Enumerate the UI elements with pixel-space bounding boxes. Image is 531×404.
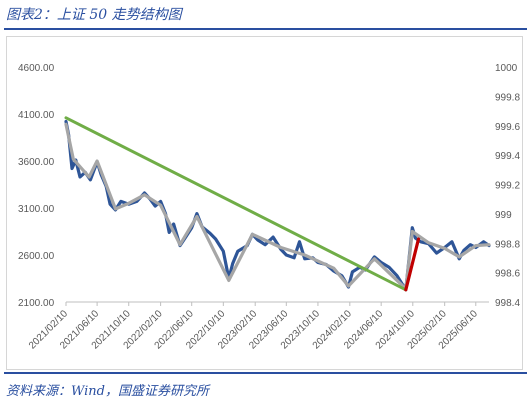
y2-tick-label: 1000 [495, 63, 518, 74]
y-tick-label: 4600.00 [18, 63, 55, 74]
y2-tick-label: 998.8 [495, 239, 520, 250]
y-axis-right: 1000 999.8 999.6 999.4 999.2 999 998.8 998.6 998… [495, 63, 520, 309]
y2-tick-label: 999.8 [495, 92, 520, 103]
y-tick-label: 2100.00 [18, 298, 55, 309]
chart-frame [6, 36, 523, 370]
series-line-index [64, 119, 491, 292]
y2-tick-label: 999.6 [495, 122, 520, 133]
x-axis: 2021/02/102021/06/102021/10/102022/02/10… [27, 302, 480, 352]
title-divider [4, 28, 527, 30]
series-line-smoothed [64, 122, 491, 291]
y-tick-label: 4100.00 [18, 110, 55, 121]
y2-tick-label: 999.2 [495, 181, 520, 192]
y-tick-label: 3600.00 [18, 157, 55, 168]
y2-tick-label: 999.4 [495, 151, 520, 162]
series-line-trend-up [404, 237, 421, 292]
series-group [64, 116, 491, 292]
chart-title: 图表2：上证 50 走势结构图 [6, 7, 182, 23]
source-note: 资料来源：Wind，国盛证券研究所 [6, 384, 209, 399]
footer-divider [4, 372, 527, 374]
y2-tick-label: 998.6 [495, 269, 520, 280]
y-tick-label: 3100.00 [18, 204, 55, 215]
y-axis-left: 4600.00 4100.00 3600.00 3100.00 2600.00 2100.… [18, 63, 55, 309]
y2-tick-label: 998.4 [495, 298, 520, 309]
y-tick-label: 2600.00 [18, 251, 55, 262]
y2-tick-label: 999 [495, 210, 512, 221]
series-line-trend-down [64, 116, 408, 292]
